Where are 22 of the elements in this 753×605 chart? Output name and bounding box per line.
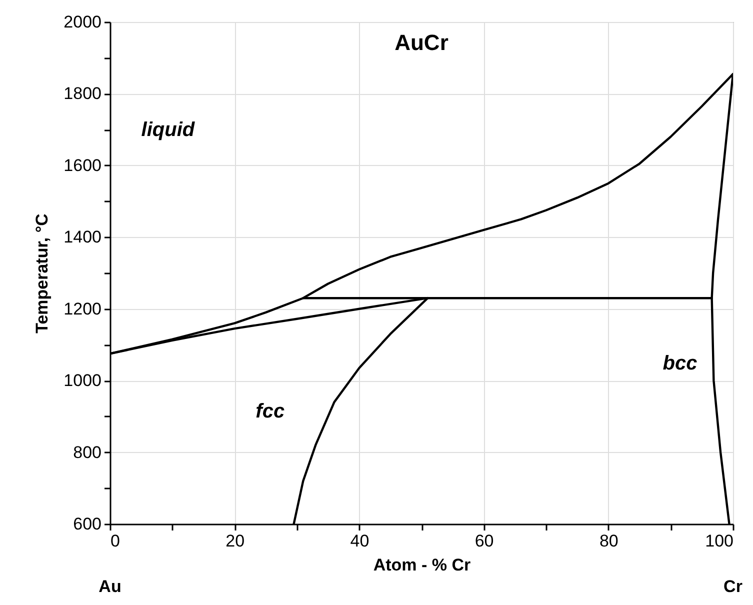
y-tick-label: 1800: [64, 84, 102, 104]
x-tick-label: 80: [599, 532, 618, 550]
chart-title: AuCr: [394, 30, 449, 55]
y-tick-label: 1400: [64, 228, 102, 247]
y-tick-label: 2000: [64, 12, 102, 32]
y-tick-label: 1000: [64, 371, 102, 390]
text: Au: [98, 576, 122, 596]
x-tick-label: 0: [110, 532, 120, 550]
x-tick-label: 40: [350, 532, 370, 550]
annotation: liquid: [141, 118, 196, 141]
y-tick-label: 1200: [64, 299, 102, 318]
y-tick-label: 600: [73, 514, 102, 534]
x-tick-label: 100: [705, 532, 734, 550]
text: Cr: [724, 576, 743, 596]
annotation: bcc: [662, 352, 698, 374]
y-axis-title: Temperatur, °C: [32, 214, 52, 334]
x-tick-label: 60: [474, 532, 494, 550]
y-tick-label: 1600: [64, 156, 102, 175]
y-tick-label: 800: [73, 442, 102, 462]
x-axis-title: Atom - % Cr: [373, 556, 472, 574]
x-tick-label: 20: [226, 532, 245, 550]
annotation: fcc: [256, 400, 285, 423]
